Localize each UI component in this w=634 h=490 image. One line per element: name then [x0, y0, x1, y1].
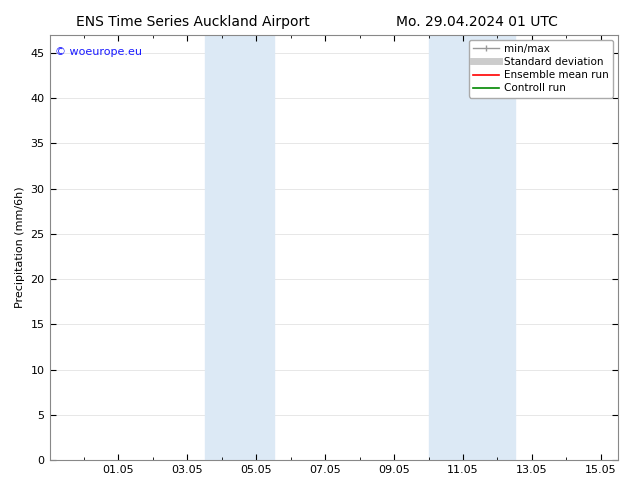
- Text: © woeurope.eu: © woeurope.eu: [55, 48, 142, 57]
- Legend: min/max, Standard deviation, Ensemble mean run, Controll run: min/max, Standard deviation, Ensemble me…: [469, 40, 613, 98]
- Text: Mo. 29.04.2024 01 UTC: Mo. 29.04.2024 01 UTC: [396, 15, 558, 29]
- Bar: [205, 35, 273, 460]
- Y-axis label: Precipitation (mm/6h): Precipitation (mm/6h): [15, 187, 25, 308]
- Text: ENS Time Series Auckland Airport: ENS Time Series Auckland Airport: [76, 15, 310, 29]
- Bar: [429, 35, 515, 460]
